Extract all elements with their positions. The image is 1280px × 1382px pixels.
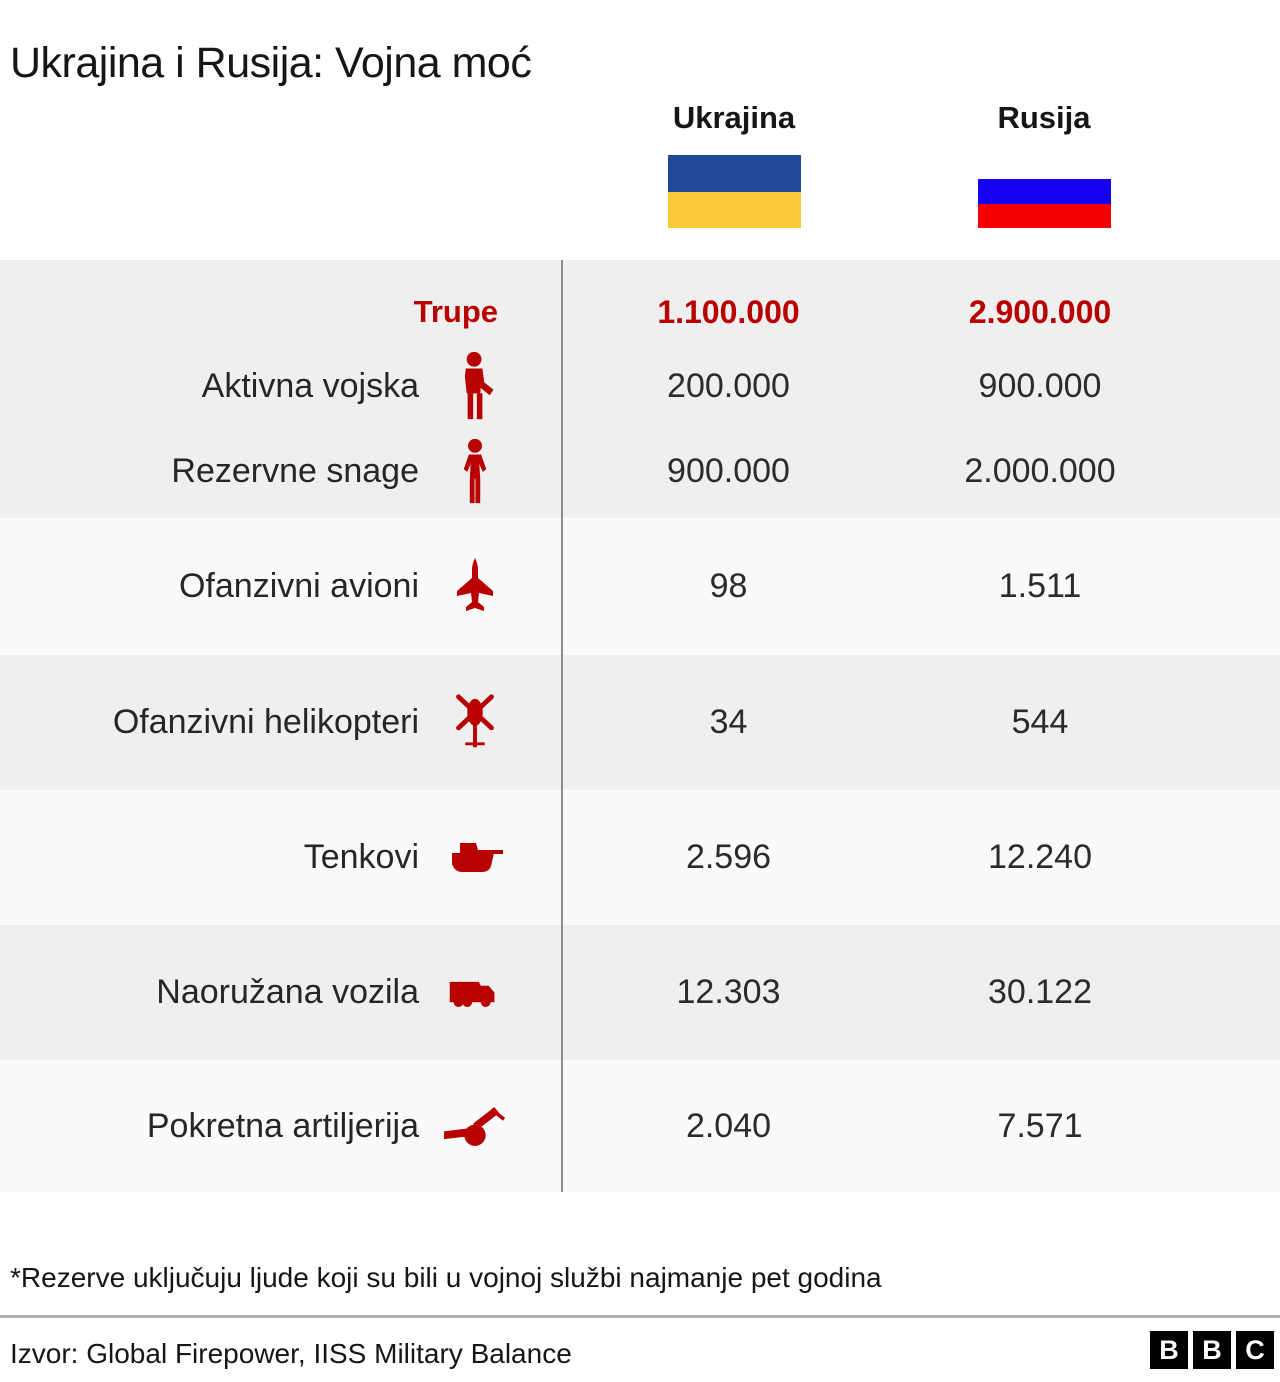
russia-value: 30.122	[988, 973, 1092, 1011]
comparison-table: Trupe 1.100.000 2.900.000 Aktivna vojska	[0, 260, 1280, 1192]
russia-value: 2.000.000	[964, 451, 1116, 490]
column-header-russia: Rusija	[997, 100, 1091, 135]
page-title: Ukrajina i Rusija: Vojna moć	[10, 38, 532, 87]
table-row-ofanzivni-avioni: Ofanzivni avioni 98 1.511	[0, 518, 1280, 655]
table-row-pokretna-artiljerija: Pokretna artiljerija 2.040 7.571	[0, 1060, 1280, 1192]
ukraine-value: 2.040	[685, 1106, 772, 1145]
russia-value: 544	[1011, 703, 1069, 741]
soldier-icon	[435, 351, 515, 421]
reservist-icon	[435, 438, 515, 504]
row-label-cell: Tenkovi	[0, 838, 562, 877]
table-row-aktivna-vojska: Aktivna vojska 200.000 900.000	[0, 348, 1280, 424]
row-label: Pokretna artiljerija	[146, 1106, 419, 1145]
aircraft-block: Ofanzivni avioni 98 1.511	[0, 518, 1280, 655]
vehicle-block: Naoružana vozila 12.303 30.122	[0, 925, 1280, 1060]
ukraine-value: 1.100.000	[657, 293, 800, 330]
row-label: Ofanzivni avioni	[178, 567, 419, 605]
bottom-rule	[0, 1315, 1280, 1318]
row-label: Aktivna vojska	[201, 366, 419, 405]
bbc-logo: B B C	[1150, 1331, 1274, 1369]
ukraine-value: 2.596	[685, 838, 772, 876]
armored-vehicle-icon	[435, 976, 515, 1009]
column-header-ukraine: Ukrajina	[672, 100, 796, 135]
bbc-logo-letter: C	[1236, 1331, 1274, 1369]
ukraine-value: 200.000	[667, 366, 790, 405]
tank-block: Tenkovi 2.596 12.240	[0, 790, 1280, 925]
helicopter-block: Ofanzivni helikopteri	[0, 655, 1280, 790]
row-label: Rezervne snage	[171, 451, 419, 490]
footnote: *Rezerve uključuju ljude koji su bili u …	[10, 1262, 882, 1293]
row-label: Naoružana vozila	[156, 973, 419, 1011]
row-label-cell: Ofanzivni avioni	[0, 557, 562, 616]
russia-value: 12.240	[988, 838, 1092, 876]
row-label-cell: Pokretna artiljerija	[0, 1104, 562, 1149]
table-row-trupe: Trupe 1.100.000 2.900.000	[0, 276, 1280, 348]
table-row-naoruzana-vozila: Naoružana vozila 12.303 30.122	[0, 925, 1280, 1060]
russia-value: 1.511	[998, 567, 1082, 605]
russia-value: 2.900.000	[968, 293, 1112, 330]
ukraine-value: 98	[709, 567, 748, 605]
row-label-cell: Rezervne snage	[0, 438, 562, 504]
russia-value: 900.000	[978, 366, 1102, 405]
ukraine-value: 900.000	[667, 451, 790, 490]
column-divider	[561, 260, 563, 1192]
source-text: Izvor: Global Firepower, IISS Military B…	[10, 1338, 572, 1369]
helicopter-icon	[435, 692, 515, 754]
artillery-icon	[435, 1104, 515, 1149]
row-label-cell: Naoružana vozila	[0, 973, 562, 1012]
table-row-tenkovi: Tenkovi 2.596 12.240	[0, 790, 1280, 925]
russia-value: 7.571	[997, 1106, 1083, 1145]
row-label: Ofanzivni helikopteri	[112, 703, 419, 741]
artillery-block: Pokretna artiljerija 2.040 7.571	[0, 1060, 1280, 1192]
row-label-cell: Ofanzivni helikopteri	[0, 692, 562, 754]
table-row-ofanzivni-helikopteri: Ofanzivni helikopteri	[0, 655, 1280, 790]
bbc-logo-letter: B	[1150, 1331, 1188, 1369]
row-label: Trupe	[413, 294, 498, 329]
row-label-cell: Trupe	[0, 294, 562, 330]
fighter-jet-icon	[435, 557, 515, 616]
ukraine-value: 34	[709, 703, 748, 741]
bbc-logo-letter: B	[1193, 1331, 1231, 1369]
ukraine-value: 12.303	[676, 973, 781, 1011]
row-label: Tenkovi	[303, 838, 419, 876]
tank-icon	[435, 842, 515, 874]
russia-flag-icon	[978, 155, 1111, 228]
ukraine-flag-icon	[668, 155, 801, 228]
table-row-rezervne-snage: Rezervne snage 900.000 2.000.000	[0, 424, 1280, 518]
troops-block: Trupe 1.100.000 2.900.000 Aktivna vojska	[0, 260, 1280, 518]
row-label-cell: Aktivna vojska	[0, 351, 562, 421]
